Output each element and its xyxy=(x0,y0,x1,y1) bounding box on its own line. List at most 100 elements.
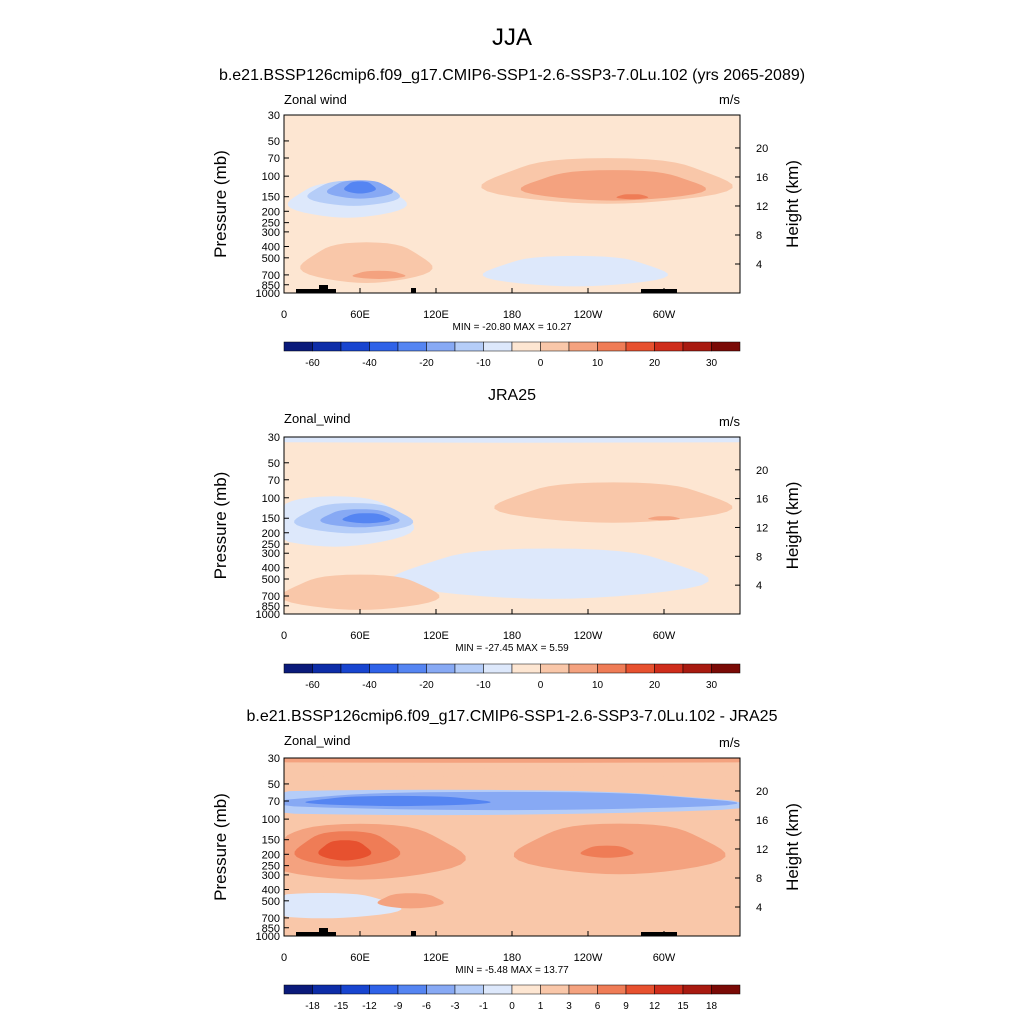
right-axis-label: Height (km) xyxy=(783,803,802,891)
topography xyxy=(296,289,336,293)
y-tick-label: 700 xyxy=(262,913,280,925)
height-tick-label: 8 xyxy=(756,230,762,242)
colorbar-swatch xyxy=(540,984,570,995)
y-tick-label: 200 xyxy=(262,849,280,861)
colorbar-swatch xyxy=(454,663,484,674)
x-tick-label: 0 xyxy=(281,630,287,642)
y-tick-label: 850 xyxy=(262,601,280,613)
colorbar-label: -3 xyxy=(451,1001,460,1012)
x-tick-label: 120W xyxy=(574,309,603,321)
height-axis: 20 16 12 8 4 xyxy=(735,465,768,592)
y-tick-label: 250 xyxy=(262,539,280,551)
topography xyxy=(319,928,328,936)
contour-band xyxy=(284,768,740,777)
y-tick-label: 50 xyxy=(268,779,280,791)
colorbar-label: -12 xyxy=(362,1001,377,1012)
figure-title: JJA xyxy=(492,24,532,51)
contour-band xyxy=(580,845,634,858)
y-tick-label: 200 xyxy=(262,528,280,540)
y-tick-label: 100 xyxy=(262,171,280,183)
x-tick-label: 120E xyxy=(423,630,449,642)
colorbar-label: -18 xyxy=(305,1001,320,1012)
colorbar-label: 12 xyxy=(649,1001,661,1012)
contour-band xyxy=(284,758,740,763)
x-tick-label: 60E xyxy=(350,630,370,642)
colorbar-swatch xyxy=(568,663,598,674)
colorbar-label: 0 xyxy=(538,680,544,691)
topography xyxy=(296,932,336,936)
colorbar-swatch xyxy=(483,663,513,674)
colorbar-swatch xyxy=(312,984,342,995)
colorbar-swatch xyxy=(711,984,741,995)
y-axis-label: Pressure (mb) xyxy=(211,150,230,258)
y-tick-label: 30 xyxy=(268,110,280,122)
y-tick-label: 70 xyxy=(268,796,280,808)
contour-band xyxy=(391,548,709,599)
y-tick-label: 70 xyxy=(268,475,280,487)
colorbar-swatch xyxy=(454,341,484,352)
x-tick-label: 120E xyxy=(423,952,449,964)
colorbar-swatch xyxy=(654,341,684,352)
height-tick-label: 8 xyxy=(756,873,762,885)
height-tick-label: 12 xyxy=(756,844,768,856)
colorbar-swatch xyxy=(340,984,370,995)
y-tick-label: 300 xyxy=(262,548,280,560)
panel-bottom: b.e21.BSSP126cmip6.f09_g17.CMIP6-SSP1-2.… xyxy=(211,708,802,1012)
colorbar-label: -10 xyxy=(476,680,491,691)
y-tick-label: 400 xyxy=(262,563,280,575)
right-axis-label: Height (km) xyxy=(783,482,802,570)
topography xyxy=(411,931,416,936)
colorbar-swatch xyxy=(397,341,427,352)
contour-band xyxy=(520,170,706,201)
x-tick-label: 120W xyxy=(574,630,603,642)
x-tick-label: 0 xyxy=(281,952,287,964)
x-tick-label: 60W xyxy=(653,309,676,321)
field-label: Zonal_wind xyxy=(284,411,351,426)
colorbar-label: -40 xyxy=(362,358,377,369)
y-tick-label: 150 xyxy=(262,192,280,204)
min-max-stats: MIN = -20.80 MAX = 10.27 xyxy=(453,322,572,333)
contour-band xyxy=(377,893,444,909)
colorbar-swatch xyxy=(511,984,541,995)
colorbar-swatch xyxy=(426,663,456,674)
y-tick-label: 500 xyxy=(262,896,280,908)
colorbar: -60 -40 -20 -10 0 10 20 30 xyxy=(283,341,741,369)
colorbar-label: 10 xyxy=(592,358,604,369)
colorbar-swatch xyxy=(340,663,370,674)
topography xyxy=(641,932,677,936)
y-tick-label: 850 xyxy=(262,280,280,292)
colorbar-label: -6 xyxy=(422,1001,431,1012)
y-axis-label: Pressure (mb) xyxy=(211,472,230,580)
y-tick-label: 850 xyxy=(262,923,280,935)
colorbar-label: -40 xyxy=(362,680,377,691)
topography xyxy=(641,289,677,293)
colorbar-swatch xyxy=(682,984,712,995)
x-tick-label: 120W xyxy=(574,952,603,964)
units-label: m/s xyxy=(719,414,740,429)
colorbar-swatch xyxy=(540,341,570,352)
colorbar: -60 -40 -20 -10 0 10 20 30 xyxy=(283,663,741,691)
colorbar-label: -15 xyxy=(334,1001,349,1012)
colorbar-label: 30 xyxy=(706,680,718,691)
colorbar-label: 18 xyxy=(706,1001,718,1012)
colorbar-swatch xyxy=(597,663,627,674)
colorbar-label: 30 xyxy=(706,358,718,369)
right-axis-label: Height (km) xyxy=(783,160,802,248)
colorbar-label: -1 xyxy=(479,1001,488,1012)
field-label: Zonal wind xyxy=(284,92,347,107)
y-tick-label: 1000 xyxy=(256,609,280,621)
colorbar-swatch xyxy=(483,341,513,352)
colorbar-swatch xyxy=(625,663,655,674)
colorbar-swatch xyxy=(597,984,627,995)
height-tick-label: 12 xyxy=(756,201,768,213)
y-tick-label: 400 xyxy=(262,241,280,253)
panel-title: b.e21.BSSP126cmip6.f09_g17.CMIP6-SSP1-2.… xyxy=(219,67,805,84)
y-tick-label: 30 xyxy=(268,753,280,765)
colorbar-swatch xyxy=(283,341,313,352)
x-tick-label: 180 xyxy=(503,952,521,964)
colorbar-swatch xyxy=(369,341,399,352)
panel-top: b.e21.BSSP126cmip6.f09_g17.CMIP6-SSP1-2.… xyxy=(211,67,805,369)
colorbar-swatch xyxy=(312,663,342,674)
units-label: m/s xyxy=(719,92,740,107)
x-tick-label: 180 xyxy=(503,309,521,321)
